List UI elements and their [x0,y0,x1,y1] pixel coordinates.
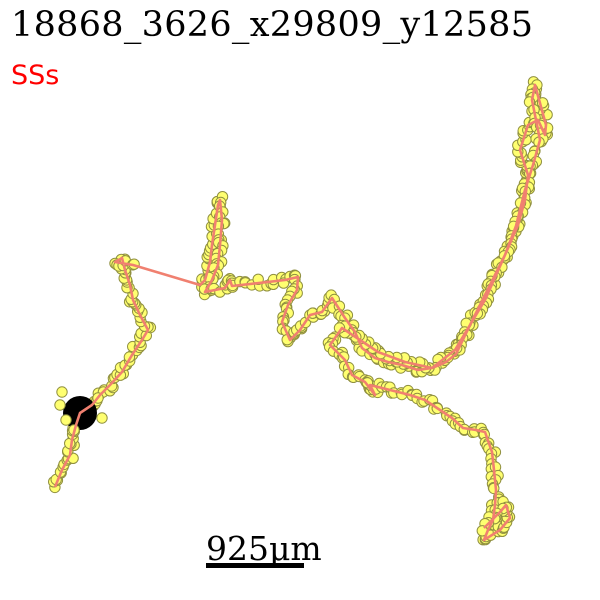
page-title: 18868_3626_x29809_y12585 [11,5,534,45]
scale-bar [206,563,304,568]
trace-path [53,83,548,542]
trace-point-marker [96,412,108,424]
trace-point-marker [60,414,72,426]
region-label: SSs [11,60,60,91]
trace-point-marker [56,386,68,398]
scale-bar-label: 925μm [206,529,322,568]
trace-point-marker [54,399,66,411]
